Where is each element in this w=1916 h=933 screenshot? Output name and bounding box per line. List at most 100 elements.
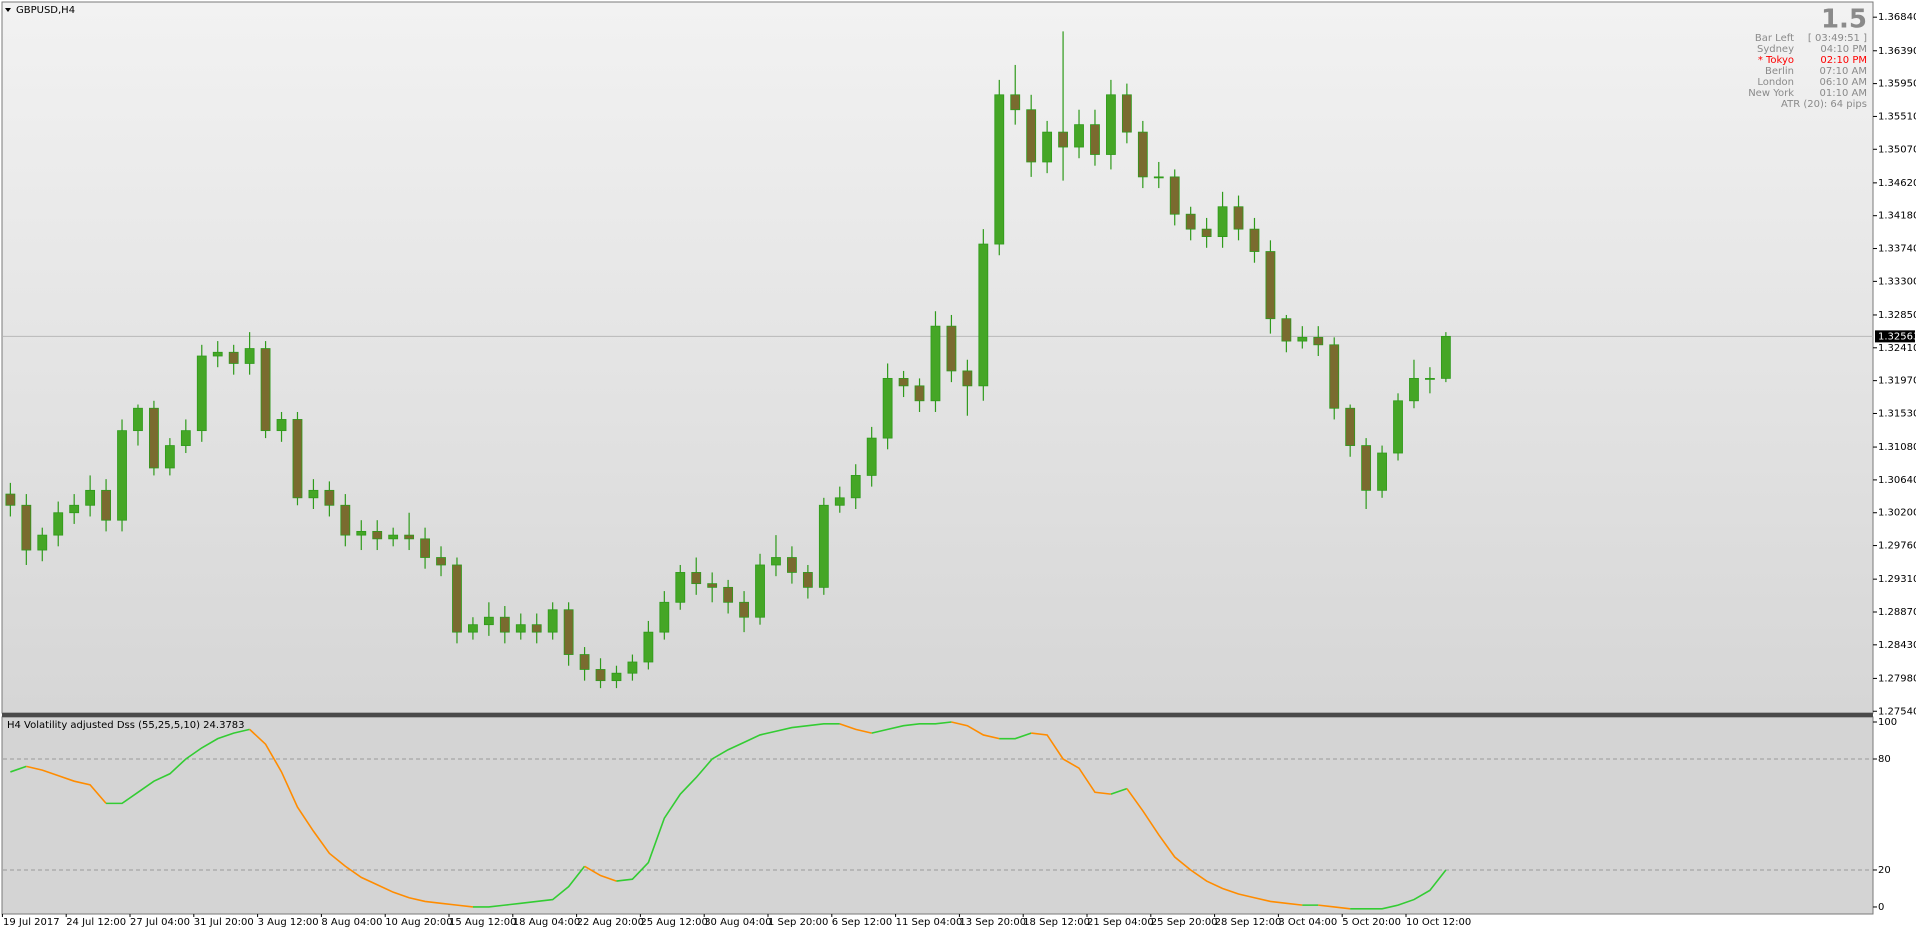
candle-body xyxy=(723,586,734,603)
candle-body xyxy=(962,370,973,387)
candle-body xyxy=(1201,228,1212,237)
candle-body xyxy=(771,557,781,566)
candle-body xyxy=(579,654,590,670)
indicator-line xyxy=(1110,787,1128,795)
indicator-line xyxy=(999,732,1032,740)
info-label: Sydney xyxy=(1757,44,1794,55)
candle-body xyxy=(866,437,877,476)
x-tick-label: 31 Jul 20:00 xyxy=(194,917,254,928)
menu-arrow[interactable] xyxy=(5,8,11,12)
candle-body xyxy=(1409,377,1419,402)
candle-body xyxy=(675,572,686,603)
y-tick-label: 1.27540 xyxy=(1878,706,1916,717)
candle-body xyxy=(1026,109,1037,163)
candle-body xyxy=(515,624,526,633)
x-tick-label: 11 Sep 04:00 xyxy=(896,917,963,928)
candle-body xyxy=(228,351,239,364)
y-tick-label: 1.30640 xyxy=(1878,475,1916,486)
info-value: 06:10 AM xyxy=(1820,77,1867,88)
candle-body xyxy=(611,672,622,682)
candle-body xyxy=(882,377,893,439)
indicator-line xyxy=(106,728,250,805)
x-tick-label: 24 Jul 12:00 xyxy=(66,917,126,928)
x-tick-label: 18 Sep 12:00 xyxy=(1023,917,1090,928)
spread: 1.5 xyxy=(1821,5,1867,35)
info-value: 02:10 PM xyxy=(1820,55,1867,66)
y-tick-label: 20 xyxy=(1878,865,1891,876)
info-value: 07:10 AM xyxy=(1820,66,1867,77)
candle-body xyxy=(898,377,909,387)
x-tick-label: 15 Aug 12:00 xyxy=(449,917,516,928)
candle-body xyxy=(850,475,861,499)
candle-body xyxy=(1010,94,1021,111)
candle-body xyxy=(180,430,191,446)
info-label: Berlin xyxy=(1765,66,1794,77)
symbol-title: GBPUSD,H4 xyxy=(16,5,75,16)
candle-body xyxy=(388,534,399,540)
candle-body xyxy=(946,325,957,372)
x-tick-label: 3 Aug 12:00 xyxy=(258,917,319,928)
candle-body xyxy=(563,609,574,655)
y-tick-label: 80 xyxy=(1878,754,1891,765)
candle-body xyxy=(53,512,64,536)
y-tick-label: 1.33300 xyxy=(1878,276,1916,287)
indicator-line xyxy=(839,723,872,734)
candle-body xyxy=(420,538,430,558)
indicator-line xyxy=(10,765,27,773)
y-tick-label: 1.28870 xyxy=(1878,607,1916,618)
y-tick-label: 1.34620 xyxy=(1878,178,1916,189)
candle-body xyxy=(787,557,797,573)
indicator-line xyxy=(1031,732,1112,795)
y-tick-label: 1.33740 xyxy=(1878,244,1916,255)
y-tick-label: 1.36390 xyxy=(1878,46,1916,57)
candle-body xyxy=(1121,94,1132,133)
candle-body xyxy=(1058,131,1068,148)
y-tick-label: 100 xyxy=(1878,717,1897,728)
candle-body xyxy=(547,609,558,633)
candle-body xyxy=(1281,318,1292,342)
candle-body xyxy=(37,534,48,551)
x-tick-label: 5 Oct 20:00 xyxy=(1342,917,1401,928)
candle-body xyxy=(1233,206,1244,230)
candle-body xyxy=(1169,176,1180,215)
candle-body xyxy=(531,624,542,633)
y-tick-label: 1.28430 xyxy=(1878,640,1916,651)
candle-body xyxy=(994,94,1005,245)
candle-body xyxy=(356,530,367,536)
candle-body xyxy=(117,430,127,521)
panel-separator xyxy=(2,713,1873,717)
info-panel: 1.5 ATR (20): 64 pips Bar Left [ 03:49:51… xyxy=(1748,5,1867,111)
candle-body xyxy=(292,419,303,499)
candle-body xyxy=(101,489,111,521)
info-value: [ 03:49:51 ] xyxy=(1808,33,1867,44)
indicator-title: H4 Volatility adjusted Dss (55,25,5,10) … xyxy=(7,720,245,731)
candle-body xyxy=(436,557,446,566)
x-tick-label: 8 Aug 04:00 xyxy=(321,917,382,928)
candle-body xyxy=(1345,407,1356,446)
candle-body xyxy=(1297,336,1308,342)
candle-body xyxy=(164,445,175,469)
atr: ATR (20): 64 pips xyxy=(1781,99,1867,110)
candle-body xyxy=(1153,176,1164,179)
candle-body xyxy=(340,504,351,536)
candle-body xyxy=(659,601,670,633)
info-label: London xyxy=(1757,77,1794,88)
indicator-line xyxy=(1126,788,1303,906)
candle-body xyxy=(643,631,654,663)
candle-body xyxy=(978,243,989,387)
x-tick-label: 10 Aug 20:00 xyxy=(385,917,452,928)
candle-body xyxy=(834,497,845,506)
y-tick-label: 1.27980 xyxy=(1878,673,1916,684)
last-price-label: 1.32563 xyxy=(1878,331,1916,342)
y-tick-label: 1.29760 xyxy=(1878,541,1916,552)
y-tick-label: 1.35510 xyxy=(1878,111,1916,122)
x-tick-label: 18 Aug 04:00 xyxy=(513,917,580,928)
indicator-line xyxy=(472,865,586,908)
y-tick-label: 1.31970 xyxy=(1878,376,1916,387)
candle-body xyxy=(818,504,829,588)
indicator-line xyxy=(1318,904,1351,910)
candle-body xyxy=(483,616,494,626)
indicator-line xyxy=(871,721,952,734)
candle-body xyxy=(1249,228,1260,252)
y-tick-label: 1.35950 xyxy=(1878,79,1916,90)
